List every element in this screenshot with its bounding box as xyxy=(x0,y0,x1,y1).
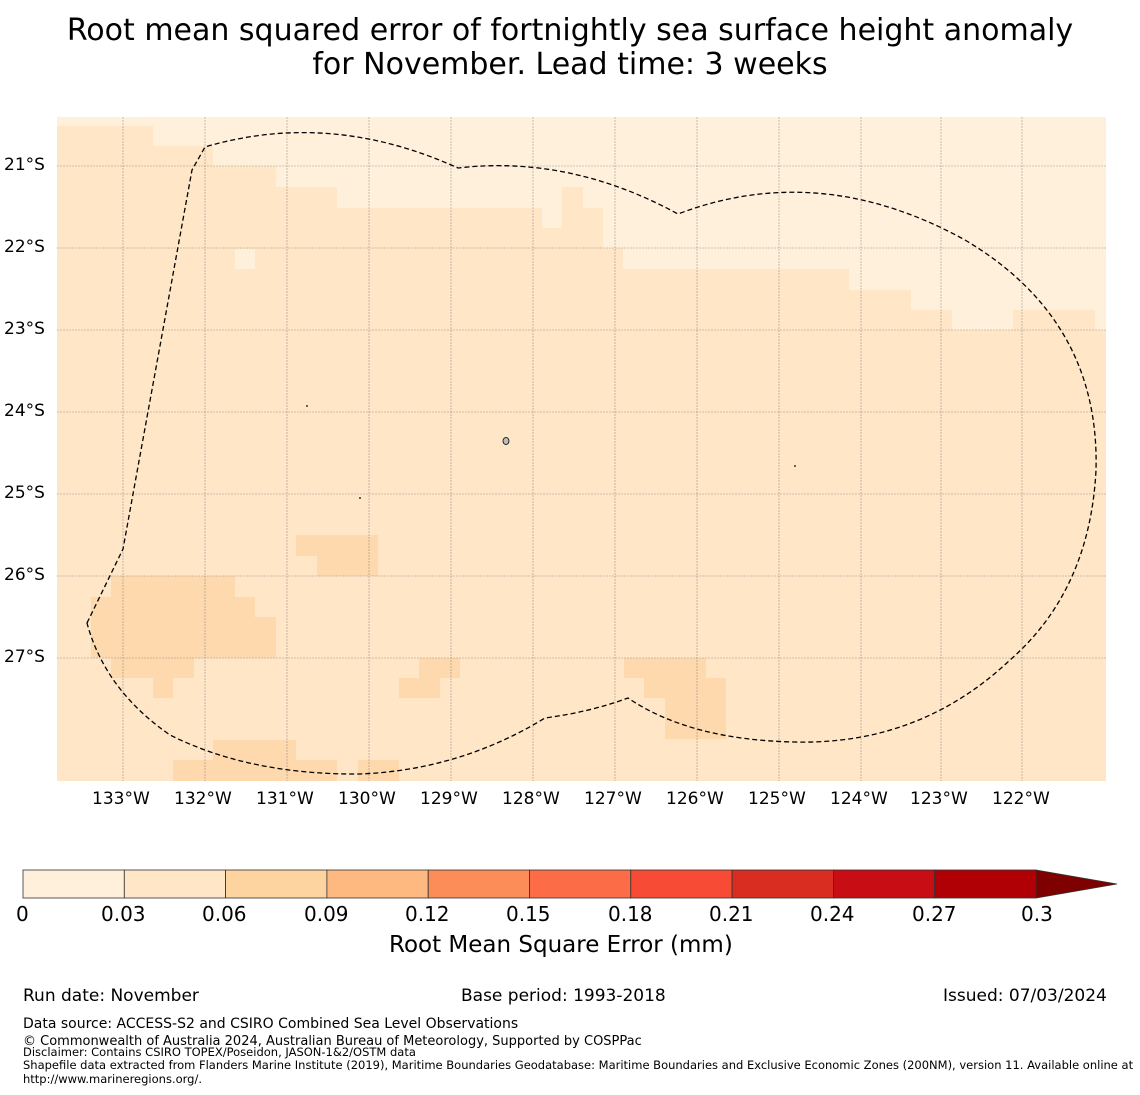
title-line-1: Root mean squared error of fortnightly s… xyxy=(66,13,1074,48)
colorbar-segment xyxy=(833,869,936,899)
colorbar-segment xyxy=(326,869,429,899)
colorbar-tick: 0.3 xyxy=(1021,902,1053,926)
lat-gridlines xyxy=(57,165,1106,659)
pitcairn-island xyxy=(502,437,510,445)
colorbar-extend-arrow xyxy=(1035,869,1118,899)
colorbar-tick: 0.03 xyxy=(101,902,146,926)
colorbar-segment xyxy=(934,869,1037,899)
colorbar xyxy=(22,869,1118,899)
colorbar-tick: 0.09 xyxy=(304,902,349,926)
colorbar-tick: 0.27 xyxy=(912,902,957,926)
rmse-low-regions xyxy=(57,117,1106,330)
rmse-higher-patches xyxy=(91,535,726,781)
lon-label: 124°W xyxy=(830,789,888,809)
base-period: Base period: 1993-2018 xyxy=(461,986,666,1006)
colorbar-segment xyxy=(529,869,632,899)
colorbar-segment xyxy=(123,869,227,899)
colorbar-tick: 0.06 xyxy=(202,902,247,926)
rmse-low-fix xyxy=(542,187,1106,330)
copyright: © Commonwealth of Australia 2024, Austra… xyxy=(23,1034,642,1049)
oeno-island xyxy=(359,497,361,499)
data-source: Data source: ACCESS-S2 and CSIRO Combine… xyxy=(23,1016,519,1032)
colorbar-tick: 0.15 xyxy=(506,902,551,926)
lon-label: 123°W xyxy=(910,789,968,809)
colorbar-segment xyxy=(630,869,733,899)
colorbar-segment xyxy=(225,869,328,899)
lon-label: 125°W xyxy=(748,789,806,809)
shapefile-credit: Shapefile data extracted from Flanders M… xyxy=(23,1058,1134,1086)
lat-label: 26°S xyxy=(4,565,45,585)
issued-date: Issued: 07/03/2024 xyxy=(943,986,1107,1006)
colorbar-tick: 0 xyxy=(16,902,29,926)
colorbar-tick: 0.12 xyxy=(405,902,450,926)
lon-gridlines xyxy=(122,117,1023,781)
lon-label: 127°W xyxy=(584,789,642,809)
islands xyxy=(306,405,796,499)
lon-label: 128°W xyxy=(502,789,560,809)
henderson-island xyxy=(306,405,308,407)
lon-label: 131°W xyxy=(256,789,314,809)
lat-label: 27°S xyxy=(4,647,45,667)
lat-label: 23°S xyxy=(4,319,45,339)
lon-label: 129°W xyxy=(420,789,478,809)
lat-label: 25°S xyxy=(4,483,45,503)
lon-label: 132°W xyxy=(174,789,232,809)
disclaimer: Disclaimer: Contains CSIRO TOPEX/Poseido… xyxy=(23,1045,416,1059)
lat-label: 24°S xyxy=(4,401,45,421)
colorbar-segment xyxy=(22,869,125,899)
ducie-island xyxy=(794,465,796,467)
colorbar-tick: 0.24 xyxy=(810,902,855,926)
chart-title: Root mean squared error of fortnightly s… xyxy=(0,14,1140,82)
colorbar-segments xyxy=(22,869,1037,899)
title-line-2: for November. Lead time: 3 weeks xyxy=(312,47,828,82)
colorbar-segment xyxy=(731,869,834,899)
colorbar-tick: 0.21 xyxy=(709,902,754,926)
lon-label: 133°W xyxy=(92,789,150,809)
lat-label: 22°S xyxy=(4,237,45,257)
run-date: Run date: November xyxy=(23,986,199,1006)
eez-boundary xyxy=(86,131,1097,775)
lon-label: 130°W xyxy=(338,789,396,809)
lon-label: 122°W xyxy=(992,789,1050,809)
lat-label: 21°S xyxy=(4,155,45,175)
colorbar-label: Root Mean Square Error (mm) xyxy=(389,932,733,958)
colorbar-tick: 0.18 xyxy=(608,902,653,926)
colorbar-segment xyxy=(427,869,530,899)
lon-label: 126°W xyxy=(666,789,724,809)
map-panel xyxy=(57,117,1106,781)
